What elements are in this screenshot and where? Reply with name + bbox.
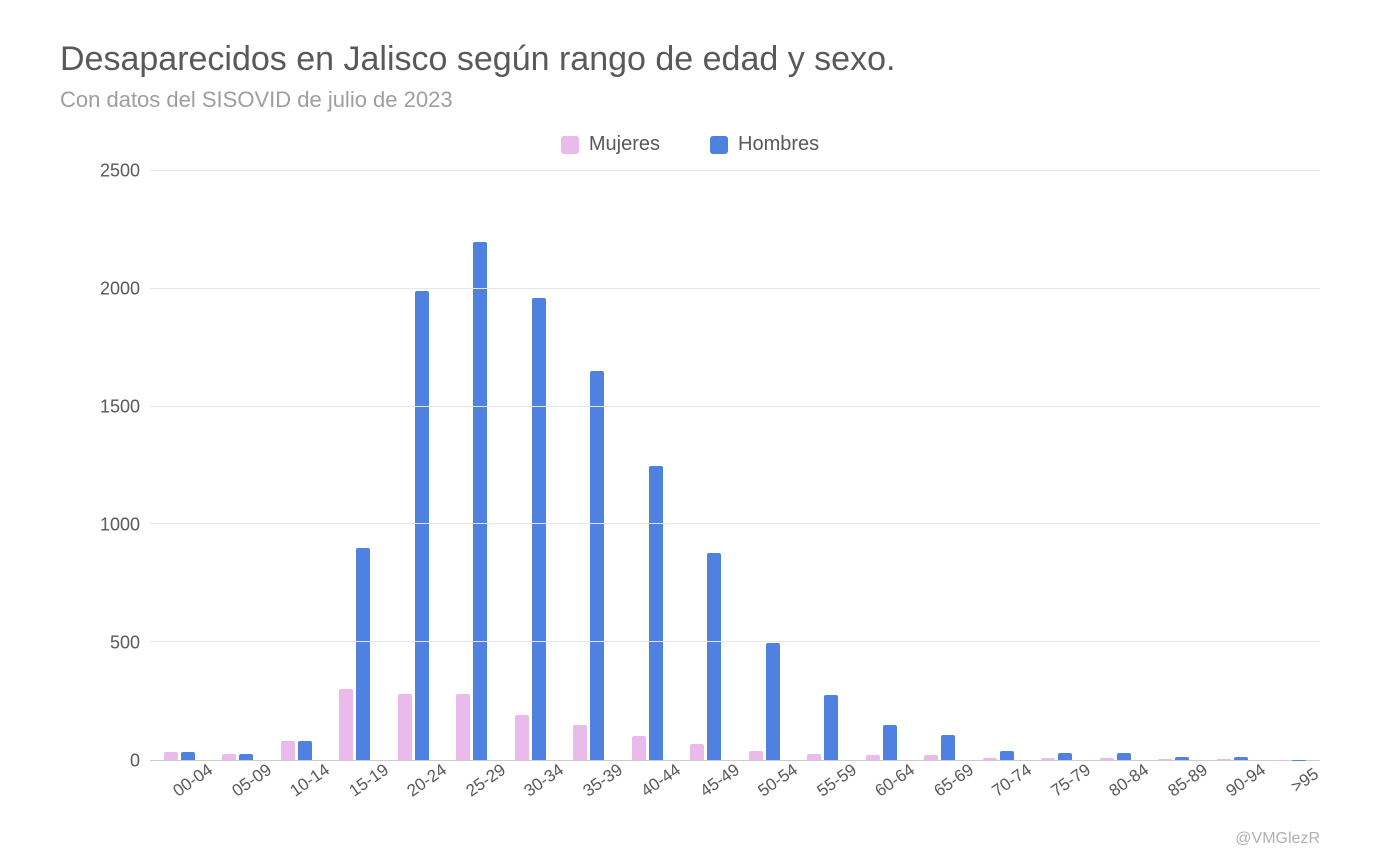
gridline <box>150 170 1320 171</box>
bar-mujeres <box>1041 758 1055 760</box>
bar-group <box>677 171 736 760</box>
y-tick: 1500 <box>100 397 140 418</box>
bar-group <box>969 171 1028 760</box>
chart-container: Desaparecidos en Jalisco según rango de … <box>0 0 1380 868</box>
bar-mujeres <box>515 715 529 760</box>
bars-layer <box>150 171 1320 760</box>
bar-mujeres <box>632 736 646 760</box>
bar-group <box>443 171 502 760</box>
gridline <box>150 641 1320 642</box>
gridline <box>150 288 1320 289</box>
gridline <box>150 523 1320 524</box>
y-axis: 05001000150020002500 <box>60 171 150 761</box>
legend-swatch-mujeres <box>561 136 579 154</box>
bar-mujeres <box>398 694 412 760</box>
legend-item-hombres: Hombres <box>710 133 819 156</box>
bar-hombres <box>473 242 487 760</box>
bar-group <box>735 171 794 760</box>
legend-item-mujeres: Mujeres <box>561 133 660 156</box>
bar-hombres <box>766 643 780 760</box>
gridline <box>150 406 1320 407</box>
bar-group <box>911 171 970 760</box>
bar-mujeres <box>1158 759 1172 760</box>
chart-title: Desaparecidos en Jalisco según rango de … <box>60 40 1320 79</box>
bar-hombres <box>649 466 663 761</box>
bar-group <box>209 171 268 760</box>
bar-group <box>1028 171 1087 760</box>
bar-group <box>852 171 911 760</box>
legend: Mujeres Hombres <box>60 133 1320 156</box>
bar-mujeres <box>749 751 763 760</box>
bar-mujeres <box>222 754 236 760</box>
chart-subtitle: Con datos del SISOVID de julio de 2023 <box>60 87 1320 113</box>
attribution: @VMGlezR <box>1235 830 1320 848</box>
bar-group <box>794 171 853 760</box>
bar-group <box>618 171 677 760</box>
chart-area: 05001000150020002500 <box>60 171 1320 761</box>
legend-swatch-hombres <box>710 136 728 154</box>
bar-group <box>560 171 619 760</box>
bar-mujeres <box>924 755 938 760</box>
legend-label-mujeres: Mujeres <box>589 133 660 156</box>
y-tick: 1000 <box>100 515 140 536</box>
bar-hombres <box>590 371 604 760</box>
y-tick: 2000 <box>100 279 140 300</box>
bar-mujeres <box>281 741 295 760</box>
bar-group <box>326 171 385 760</box>
bar-hombres <box>356 548 370 760</box>
bar-hombres <box>707 553 721 760</box>
bar-hombres <box>532 298 546 760</box>
legend-label-hombres: Hombres <box>738 133 819 156</box>
bar-mujeres <box>339 689 353 760</box>
bar-group <box>1262 171 1321 760</box>
bar-group <box>267 171 326 760</box>
bar-group <box>1086 171 1145 760</box>
bar-mujeres <box>807 754 821 760</box>
bar-mujeres <box>573 725 587 760</box>
bar-group <box>1203 171 1262 760</box>
bar-group <box>501 171 560 760</box>
bar-group <box>150 171 209 760</box>
plot-area <box>150 171 1320 761</box>
bar-mujeres <box>690 744 704 760</box>
x-axis: 00-0405-0910-1415-1920-2425-2930-3435-39… <box>150 761 1320 821</box>
bar-mujeres <box>456 694 470 760</box>
y-tick: 500 <box>110 633 140 654</box>
bar-group <box>384 171 443 760</box>
bar-hombres <box>415 291 429 760</box>
bar-mujeres <box>983 758 997 760</box>
y-tick: 2500 <box>100 161 140 182</box>
bar-mujeres <box>1100 758 1114 760</box>
bar-group <box>1145 171 1204 760</box>
bar-mujeres <box>1217 759 1231 760</box>
bar-mujeres <box>866 755 880 760</box>
y-tick: 0 <box>130 751 140 772</box>
bar-mujeres <box>164 752 178 760</box>
